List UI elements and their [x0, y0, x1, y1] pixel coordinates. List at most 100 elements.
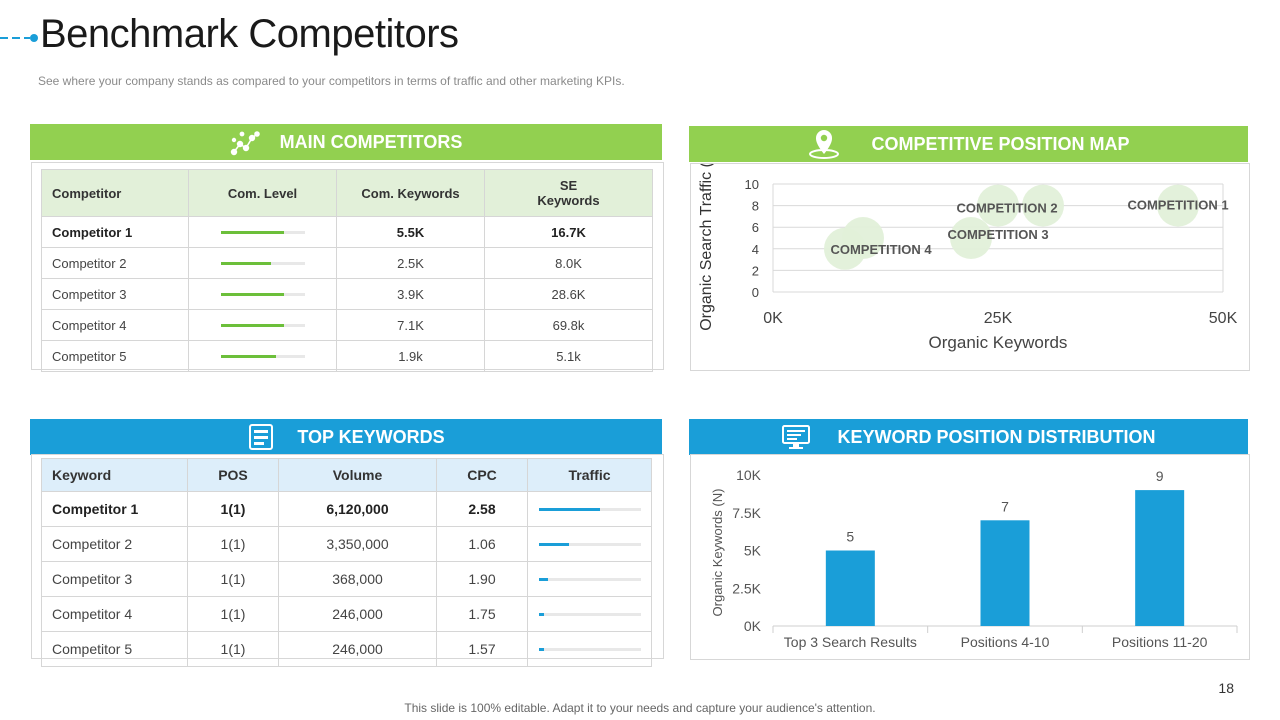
bar	[980, 520, 1030, 626]
traffic-bar	[538, 577, 641, 581]
com-level-cell	[188, 216, 337, 248]
distribution-chart: 0K 2.5K 5K 7.5K 10K Organic Keywords (N) 5 Top …	[710, 467, 1238, 650]
col-com-keywords: Com. Keywords	[336, 169, 485, 217]
keyword-cell: Competitor 2	[41, 526, 188, 562]
point-label: COMPETITION 2	[956, 201, 1057, 216]
traffic-cell	[527, 561, 652, 597]
col-competitor: Competitor	[41, 169, 189, 217]
y-tick-label: 10K	[736, 467, 762, 483]
table-row: Competitor 2 2.5K 8.0K	[41, 247, 653, 279]
keyword-cell: Competitor 4	[41, 596, 188, 632]
table-row: Competitor 4 7.1K 69.8k	[41, 309, 653, 341]
com-level-cell	[188, 278, 337, 310]
keyword-cell: Competitor 1	[41, 491, 188, 527]
table-row: Competitor 5 1(1) 246,000 1.57	[41, 631, 652, 667]
col-volume: Volume	[278, 458, 437, 492]
top-keywords-title: TOP KEYWORDS	[297, 426, 445, 447]
com-keywords-cell: 3.9K	[336, 278, 485, 310]
y-tick-label: 2.5K	[732, 580, 761, 596]
com-keywords-cell: 1.9k	[336, 340, 485, 372]
col-pos: POS	[187, 458, 279, 492]
y-axis-title: Organic Keywords (N)	[710, 489, 725, 617]
bar	[1135, 490, 1185, 626]
pos-cell: 1(1)	[187, 561, 279, 597]
com-level-bar	[220, 292, 305, 296]
traffic-fill	[538, 542, 570, 546]
x-category-label: Positions 4-10	[961, 634, 1050, 650]
volume-cell: 3,350,000	[278, 526, 437, 562]
competitor-name: Competitor 4	[41, 309, 189, 341]
traffic-bar	[538, 542, 641, 546]
main-competitors-header: MAIN COMPETITORS	[30, 124, 662, 160]
document-stack-icon	[247, 423, 275, 451]
com-level-bar	[220, 230, 305, 234]
y-tick-label: 10	[745, 177, 759, 192]
col-traffic: Traffic	[527, 458, 652, 492]
com-level-fill	[220, 261, 271, 265]
top-keywords-table: Keyword POS Volume CPC Traffic Competito…	[41, 458, 652, 667]
page-subtitle: See where your company stands as compare…	[38, 74, 625, 88]
bubble-point	[842, 217, 884, 259]
traffic-bar	[538, 507, 641, 511]
cpc-cell: 1.06	[436, 526, 528, 562]
y-tick-label: 2	[752, 263, 759, 278]
table-row: Competitor 2 1(1) 3,350,000 1.06	[41, 526, 652, 562]
com-level-fill	[220, 292, 284, 296]
bubble-point	[977, 184, 1019, 227]
cpc-cell: 2.58	[436, 491, 528, 527]
com-level-bar	[220, 354, 305, 358]
col-cpc: CPC	[436, 458, 528, 492]
pos-cell: 1(1)	[187, 491, 279, 527]
table-row: Competitor 3 3.9K 28.6K	[41, 278, 653, 310]
volume-cell: 6,120,000	[278, 491, 437, 527]
se-keywords-cell: 69.8k	[484, 309, 653, 341]
traffic-bar	[538, 647, 641, 651]
distribution-header: KEYWORD POSITION DISTRIBUTION	[689, 419, 1248, 455]
volume-cell: 246,000	[278, 631, 437, 667]
distribution-title: KEYWORD POSITION DISTRIBUTION	[837, 426, 1156, 447]
map-pin-icon	[807, 128, 841, 160]
traffic-fill	[538, 577, 548, 581]
bar-value-label: 5	[846, 529, 854, 545]
point-label: COMPETITION 4	[830, 242, 932, 257]
competitor-name: Competitor 3	[41, 278, 189, 310]
traffic-cell	[527, 596, 652, 632]
x-tick-label: 0K	[763, 310, 783, 327]
pos-cell: 1(1)	[187, 631, 279, 667]
table-row: Competitor 3 1(1) 368,000 1.90	[41, 561, 652, 597]
y-tick-label: 6	[752, 220, 759, 235]
bubble-point	[950, 217, 992, 259]
com-level-fill	[220, 354, 276, 358]
x-tick-label: 25K	[984, 310, 1013, 327]
position-map-title: COMPETITIVE POSITION MAP	[871, 133, 1130, 154]
table-row: Competitor 1 1(1) 6,120,000 2.58	[41, 491, 652, 527]
col-com-level: Com. Level	[188, 169, 337, 217]
top-keywords-header: TOP KEYWORDS	[30, 419, 662, 455]
volume-cell: 246,000	[278, 596, 437, 632]
se-keywords-cell: 16.7K	[484, 216, 653, 248]
pos-cell: 1(1)	[187, 526, 279, 562]
traffic-fill	[538, 507, 600, 511]
title-accent	[0, 34, 40, 42]
cpc-cell: 1.57	[436, 631, 528, 667]
y-tick-label: 5K	[744, 543, 762, 559]
main-competitors-title: MAIN COMPETITORS	[279, 131, 463, 152]
com-level-fill	[220, 323, 284, 327]
x-tick-label: 50K	[1209, 310, 1238, 327]
keyword-cell: Competitor 5	[41, 631, 188, 667]
cpc-cell: 1.75	[436, 596, 528, 632]
table-row: Competitor 4 1(1) 246,000 1.75	[41, 596, 652, 632]
traffic-fill	[538, 612, 544, 616]
cpc-cell: 1.90	[436, 561, 528, 597]
position-map-header: COMPETITIVE POSITION MAP	[689, 126, 1248, 162]
footer-note: This slide is 100% editable. Adapt it to…	[404, 701, 876, 715]
position-map-panel: 0 2 4 6 8 10 0K 25K 50K Organic Keywords Organic S…	[690, 145, 1250, 371]
se-keywords-cell: 5.1k	[484, 340, 653, 372]
y-tick-label: 8	[752, 199, 759, 214]
table-row: Competitor 5 1.9k 5.1k	[41, 340, 653, 372]
monitor-chart-icon	[781, 423, 811, 451]
network-nodes-icon	[230, 128, 260, 156]
com-level-cell	[188, 309, 337, 341]
se-keywords-cell: 28.6K	[484, 278, 653, 310]
traffic-bar	[538, 612, 641, 616]
